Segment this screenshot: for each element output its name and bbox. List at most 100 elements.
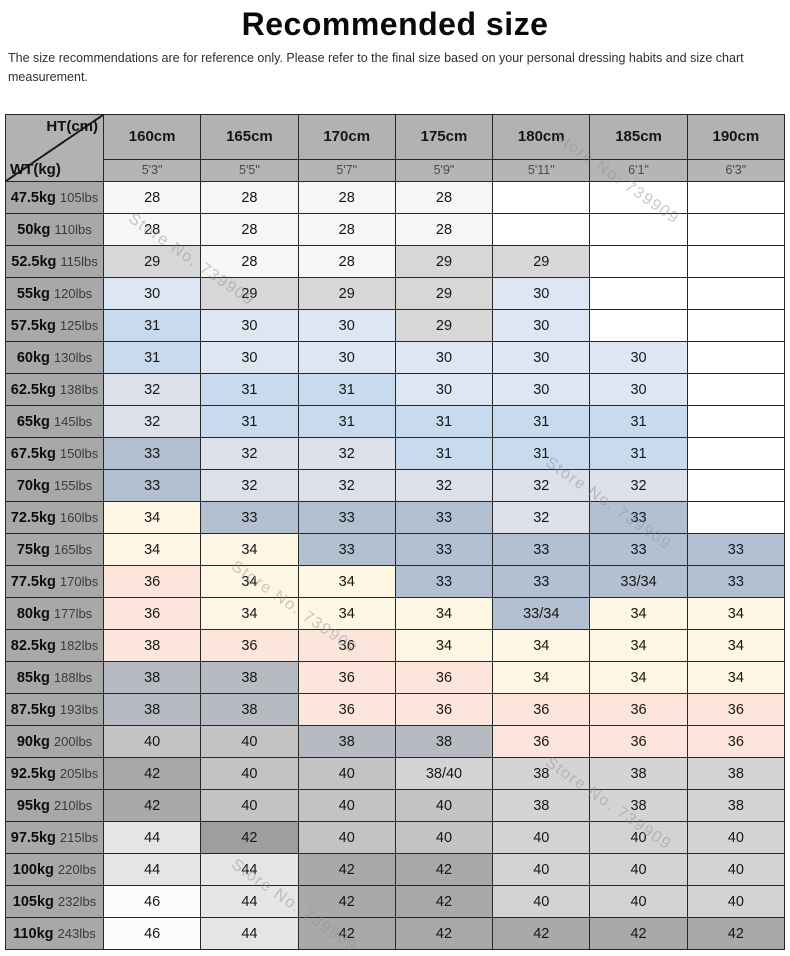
weight-lbs-label: 120lbs	[53, 285, 93, 301]
weight-lbs-label: 125lbs	[59, 317, 99, 333]
size-cell: 30	[492, 309, 591, 342]
size-cell: 40	[102, 725, 202, 758]
size-cell: 36	[297, 629, 396, 662]
weight-kg-label: 105kg	[12, 893, 54, 910]
size-cell: 34	[686, 597, 786, 630]
size-cell: 34	[200, 597, 299, 630]
table-row: 57.5kg 125lbs 31 30 30 29 30	[5, 309, 786, 342]
weight-kg-label: 85kg	[16, 669, 50, 686]
size-cell: 34	[492, 629, 591, 662]
size-cell: 42	[394, 853, 494, 886]
size-cell: 42	[297, 853, 396, 886]
col-header-ft-1: 5'3"	[102, 158, 202, 183]
size-cell	[589, 309, 688, 342]
weight-lbs-label: 205lbs	[59, 765, 99, 781]
size-cell: 40	[492, 853, 591, 886]
size-cell: 31	[297, 373, 396, 406]
row-label: 75kg 165lbs	[5, 533, 104, 566]
table-row: 100kg 220lbs 44 44 42 42 40 40 40	[5, 853, 786, 886]
size-cell: 30	[492, 373, 591, 406]
table-row: 55kg 120lbs 30 29 29 29 30	[5, 277, 786, 310]
disclaimer-text: The size recommendations are for referen…	[8, 51, 744, 85]
size-cell: 40	[297, 789, 396, 822]
table-row: 70kg 155lbs 33 32 32 32 32 32	[5, 469, 786, 502]
size-cell: 44	[200, 853, 299, 886]
weight-lbs-label: 210lbs	[53, 797, 93, 813]
size-cell	[686, 341, 786, 374]
size-cell: 30	[200, 309, 299, 342]
row-label: 85kg 188lbs	[5, 661, 104, 694]
size-cell: 38	[686, 789, 786, 822]
row-label: 62.5kg 138lbs	[5, 373, 104, 406]
col-header-cm-6: 185cm	[589, 114, 688, 160]
size-cell: 30	[297, 341, 396, 374]
col-header-ft-3: 5'7"	[297, 158, 396, 183]
weight-kg-label: 62.5kg	[10, 381, 56, 398]
size-cell	[589, 277, 688, 310]
size-cell: 33	[102, 437, 202, 470]
size-cell: 40	[200, 789, 299, 822]
size-cell	[686, 437, 786, 470]
size-cell: 33	[589, 501, 688, 534]
size-cell: 38	[492, 757, 591, 790]
weight-kg-label: 70kg	[16, 477, 50, 494]
size-cell: 34	[394, 629, 494, 662]
size-cell: 33	[686, 533, 786, 566]
size-cell: 29	[394, 277, 494, 310]
table-row: 77.5kg 170lbs 36 34 34 33 33 33/34 33	[5, 565, 786, 598]
size-cell: 33	[492, 533, 591, 566]
size-cell: 40	[589, 853, 688, 886]
weight-lbs-label: 193lbs	[59, 701, 99, 717]
size-cell: 33/34	[492, 597, 591, 630]
row-label: 52.5kg 115lbs	[5, 245, 104, 278]
row-label: 60kg 130lbs	[5, 341, 104, 374]
size-cell: 34	[686, 629, 786, 662]
size-cell: 36	[492, 725, 591, 758]
table-row: 75kg 165lbs 34 34 33 33 33 33 33	[5, 533, 786, 566]
size-cell: 34	[297, 597, 396, 630]
size-cell: 40	[589, 821, 688, 854]
weight-lbs-label: 160lbs	[59, 509, 99, 525]
weight-lbs-label: 165lbs	[53, 541, 93, 557]
size-cell: 36	[686, 725, 786, 758]
size-cell: 36	[297, 661, 396, 694]
size-cell: 34	[492, 661, 591, 694]
size-cell: 32	[200, 437, 299, 470]
size-cell: 32	[200, 469, 299, 502]
size-cell: 46	[102, 885, 202, 918]
size-cell: 40	[686, 821, 786, 854]
weight-lbs-label: 170lbs	[59, 573, 99, 589]
weight-kg-label: 95kg	[16, 797, 50, 814]
row-label: 95kg 210lbs	[5, 789, 104, 822]
size-cell: 40	[297, 757, 396, 790]
size-cell: 28	[394, 181, 494, 214]
corner-cell: HT(cm) WT(kg)	[5, 114, 104, 182]
weight-kg-label: 47.5kg	[10, 189, 56, 206]
table-row: 67.5kg 150lbs 33 32 32 31 31 31	[5, 437, 786, 470]
size-cell: 28	[297, 213, 396, 246]
size-table: HT(cm) WT(kg) 160cm 165cm 170cm 175cm 180cm 1…	[5, 114, 786, 950]
size-cell: 33	[589, 533, 688, 566]
row-label: 67.5kg 150lbs	[5, 437, 104, 470]
col-header-cm-1: 160cm	[102, 114, 202, 160]
size-cell: 32	[492, 469, 591, 502]
size-cell: 36	[589, 725, 688, 758]
size-cell: 38	[686, 757, 786, 790]
size-cell: 32	[492, 501, 591, 534]
size-cell: 33	[102, 469, 202, 502]
size-cell: 30	[102, 277, 202, 310]
weight-kg-label: 82.5kg	[10, 637, 56, 654]
size-cell: 31	[200, 373, 299, 406]
weight-lbs-label: 177lbs	[53, 605, 93, 621]
size-cell: 36	[102, 597, 202, 630]
size-cell: 40	[297, 821, 396, 854]
size-cell: 34	[394, 597, 494, 630]
size-cell	[492, 181, 591, 214]
size-cell: 36	[102, 565, 202, 598]
size-cell: 32	[102, 405, 202, 438]
size-cell: 30	[394, 373, 494, 406]
col-header-cm-5: 180cm	[492, 114, 591, 160]
size-cell: 33	[200, 501, 299, 534]
size-cell: 42	[102, 789, 202, 822]
size-cell: 38	[200, 661, 299, 694]
